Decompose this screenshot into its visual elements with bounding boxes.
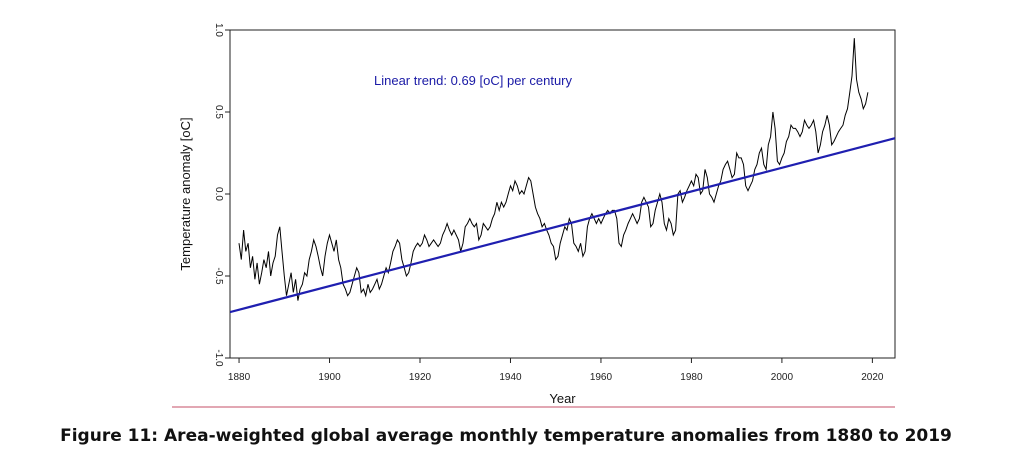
y-axis-label: Temperature anomaly [oC]: [178, 117, 193, 270]
x-tick-label: 1880: [228, 372, 251, 383]
figure-caption: Figure 11: Area-weighted global average …: [60, 426, 952, 446]
x-tick-label: 2000: [771, 372, 794, 383]
y-tick-label: 1.0: [213, 23, 224, 37]
x-tick-label: 1980: [680, 372, 703, 383]
x-axis-label: Year: [549, 391, 576, 406]
x-tick-label: 1920: [409, 372, 432, 383]
y-tick-label: -0.5: [213, 267, 224, 285]
y-tick-label: 0.0: [213, 187, 224, 201]
trend-line: [230, 137, 895, 314]
x-tick-label: 2020: [861, 372, 884, 383]
trend-annotation: Linear trend: 0.69 [oC] per century: [374, 73, 573, 88]
temperature-chart: 1880 1900 1920 1940 1960 1980 2000 2020 -1.0 -0.5…: [172, 23, 896, 408]
x-tick-label: 1900: [318, 372, 341, 383]
x-tick-label: 1960: [590, 372, 613, 383]
x-tick-label: 1940: [499, 372, 522, 383]
y-tick-label: 0.5: [213, 105, 224, 119]
anomaly-series-line: [238, 38, 869, 301]
y-tick-label: -1.0: [213, 349, 224, 367]
